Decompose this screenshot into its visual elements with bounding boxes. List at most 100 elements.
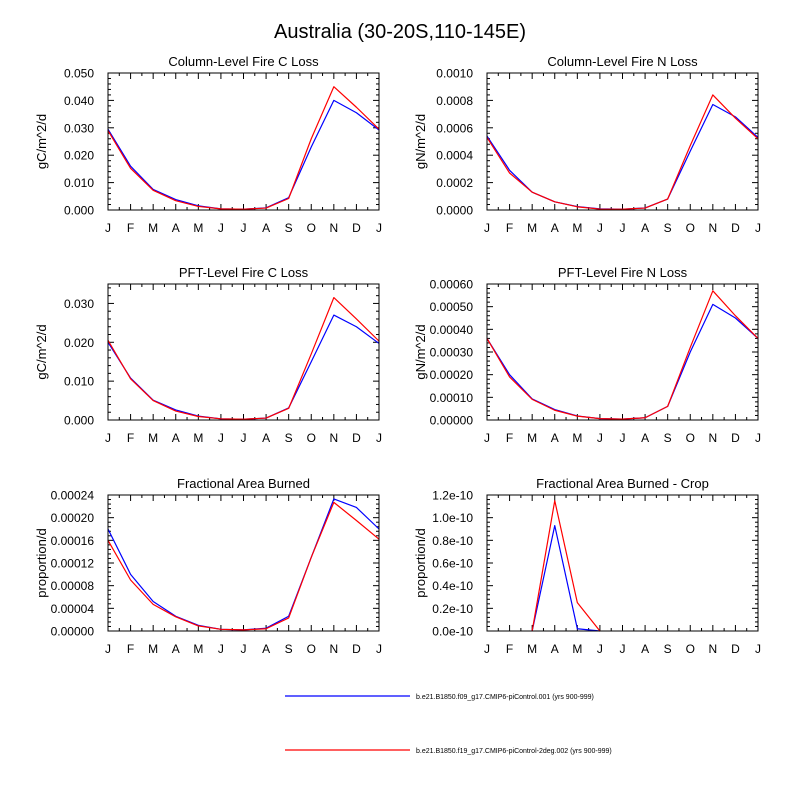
x-tick-label: J: [755, 221, 761, 235]
main-title: Australia (30-20S,110-145E): [274, 21, 526, 43]
y-tick-label: 0.0e-10: [432, 625, 473, 639]
x-tick-label: J: [620, 221, 626, 235]
x-tick-label: D: [352, 431, 361, 445]
series-line-2: [531, 500, 601, 632]
y-tick-label: 0.00024: [51, 489, 95, 503]
legend-label-series-2: b.e21.B1850.f19_g17.CMIP6-piControl-2deg…: [416, 748, 612, 755]
x-tick-label: N: [329, 221, 338, 235]
x-tick-label: O: [686, 221, 695, 235]
x-tick-label: J: [597, 221, 603, 235]
x-tick-label: J: [218, 642, 224, 656]
x-tick-label: J: [484, 221, 490, 235]
y-tick-label: 0.00020: [51, 511, 95, 525]
x-tick-label: S: [285, 642, 293, 656]
x-tick-label: D: [731, 642, 740, 656]
y-tick-label: 0.010: [64, 176, 94, 190]
x-tick-label: J: [376, 431, 382, 445]
x-tick-label: O: [686, 642, 695, 656]
y-axis-label: proportion/d: [413, 528, 428, 597]
series-line-2: [107, 86, 380, 210]
y-tick-label: 0.00040: [430, 323, 474, 337]
plot-frame: [486, 72, 759, 211]
y-tick-label: 0.0010: [436, 67, 473, 81]
x-tick-label: A: [641, 221, 649, 235]
x-tick-label: M: [527, 642, 537, 656]
x-tick-label: D: [352, 221, 361, 235]
series-line-1: [531, 525, 600, 632]
x-tick-label: J: [597, 431, 603, 445]
x-tick-label: M: [193, 642, 203, 656]
series-line-2: [486, 290, 759, 420]
x-tick-label: M: [148, 431, 158, 445]
y-tick-label: 0.4e-10: [432, 579, 473, 593]
x-tick-label: J: [241, 221, 247, 235]
x-tick-label: F: [506, 431, 513, 445]
series-line-1: [486, 303, 759, 420]
y-axis-label: gN/m^2/d: [413, 324, 428, 379]
panel-title: Fractional Area Burned: [177, 476, 310, 491]
x-tick-label: A: [172, 431, 180, 445]
y-tick-label: 0.000: [64, 414, 94, 428]
x-tick-label: A: [551, 221, 559, 235]
panel-title: Fractional Area Burned - Crop: [536, 476, 709, 491]
y-tick-label: 0.00000: [430, 414, 474, 428]
series-line-1: [107, 498, 380, 631]
y-tick-label: 0.00016: [51, 534, 95, 548]
x-tick-label: M: [193, 221, 203, 235]
x-tick-label: A: [551, 642, 559, 656]
x-tick-label: F: [127, 642, 134, 656]
series-line-1: [107, 99, 380, 210]
x-tick-label: D: [731, 221, 740, 235]
x-tick-label: O: [307, 221, 316, 235]
x-tick-label: J: [105, 221, 111, 235]
x-tick-label: A: [172, 642, 180, 656]
y-tick-label: 0.020: [64, 336, 94, 350]
plot-frame: [107, 283, 380, 421]
x-tick-label: N: [329, 642, 338, 656]
y-tick-label: 0.6e-10: [432, 557, 473, 571]
x-tick-label: S: [664, 221, 672, 235]
panel-title: Column-Level Fire C Loss: [168, 54, 319, 69]
x-tick-label: O: [686, 431, 695, 445]
x-tick-label: S: [285, 221, 293, 235]
panel-title: Column-Level Fire N Loss: [547, 54, 698, 69]
y-tick-label: 0.00060: [430, 278, 474, 292]
y-tick-label: 1.0e-10: [432, 511, 473, 525]
x-tick-label: J: [755, 431, 761, 445]
legend-label-series-1: b.e21.B1850.f09_g17.CMIP6-piControl.001 …: [416, 694, 594, 701]
y-tick-label: 0.00010: [430, 391, 474, 405]
y-tick-label: 0.00030: [430, 346, 474, 360]
x-tick-label: J: [620, 431, 626, 445]
y-axis-label: gC/m^2/d: [34, 324, 49, 379]
panel-title: PFT-Level Fire N Loss: [558, 265, 688, 280]
y-tick-label: 1.2e-10: [432, 489, 473, 503]
y-tick-label: 0.00050: [430, 300, 474, 314]
panel-6: Fractional Area Burned - Crop proportion/…: [413, 476, 761, 656]
x-tick-label: N: [708, 221, 717, 235]
x-tick-label: F: [506, 221, 513, 235]
x-tick-label: J: [620, 642, 626, 656]
x-tick-label: J: [376, 221, 382, 235]
x-tick-label: M: [148, 221, 158, 235]
y-tick-label: 0.00020: [430, 368, 474, 382]
x-tick-label: A: [262, 221, 270, 235]
x-tick-label: N: [708, 431, 717, 445]
series-line-2: [486, 94, 759, 210]
x-tick-label: J: [105, 431, 111, 445]
x-tick-label: M: [193, 431, 203, 445]
x-tick-label: M: [148, 642, 158, 656]
x-tick-label: M: [572, 221, 582, 235]
legend: b.e21.B1850.f09_g17.CMIP6-piControl.001 …: [285, 694, 612, 755]
x-tick-label: N: [708, 642, 717, 656]
series-line-1: [107, 314, 380, 420]
y-tick-label: 0.8e-10: [432, 534, 473, 548]
x-tick-label: S: [664, 431, 672, 445]
x-tick-label: J: [241, 431, 247, 445]
y-tick-label: 0.00012: [51, 557, 95, 571]
x-tick-label: S: [664, 642, 672, 656]
x-tick-label: N: [329, 431, 338, 445]
y-tick-label: 0.050: [64, 67, 94, 81]
